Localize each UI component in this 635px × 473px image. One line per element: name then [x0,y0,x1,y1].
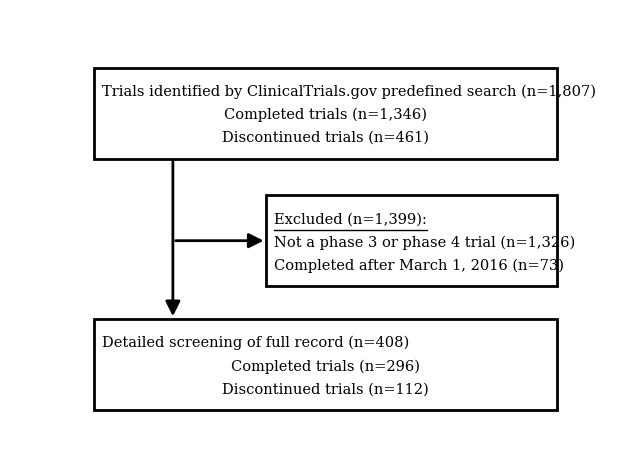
Text: Excluded (n=1,399):: Excluded (n=1,399): [274,212,427,227]
Text: Not a phase 3 or phase 4 trial (n=1,326): Not a phase 3 or phase 4 trial (n=1,326) [274,235,575,250]
Text: Discontinued trials (n=461): Discontinued trials (n=461) [222,131,429,145]
Text: Completed trials (n=1,346): Completed trials (n=1,346) [224,108,427,122]
Text: Discontinued trials (n=112): Discontinued trials (n=112) [222,382,429,396]
FancyBboxPatch shape [267,195,557,286]
Text: Completed after March 1, 2016 (n=73): Completed after March 1, 2016 (n=73) [274,258,564,273]
FancyBboxPatch shape [94,68,557,159]
Text: Detailed screening of full record (n=408): Detailed screening of full record (n=408… [102,336,409,350]
Text: Completed trials (n=296): Completed trials (n=296) [231,359,420,374]
FancyBboxPatch shape [94,319,557,410]
Text: Trials identified by ClinicalTrials.gov predefined search (n=1,807): Trials identified by ClinicalTrials.gov … [102,85,596,99]
